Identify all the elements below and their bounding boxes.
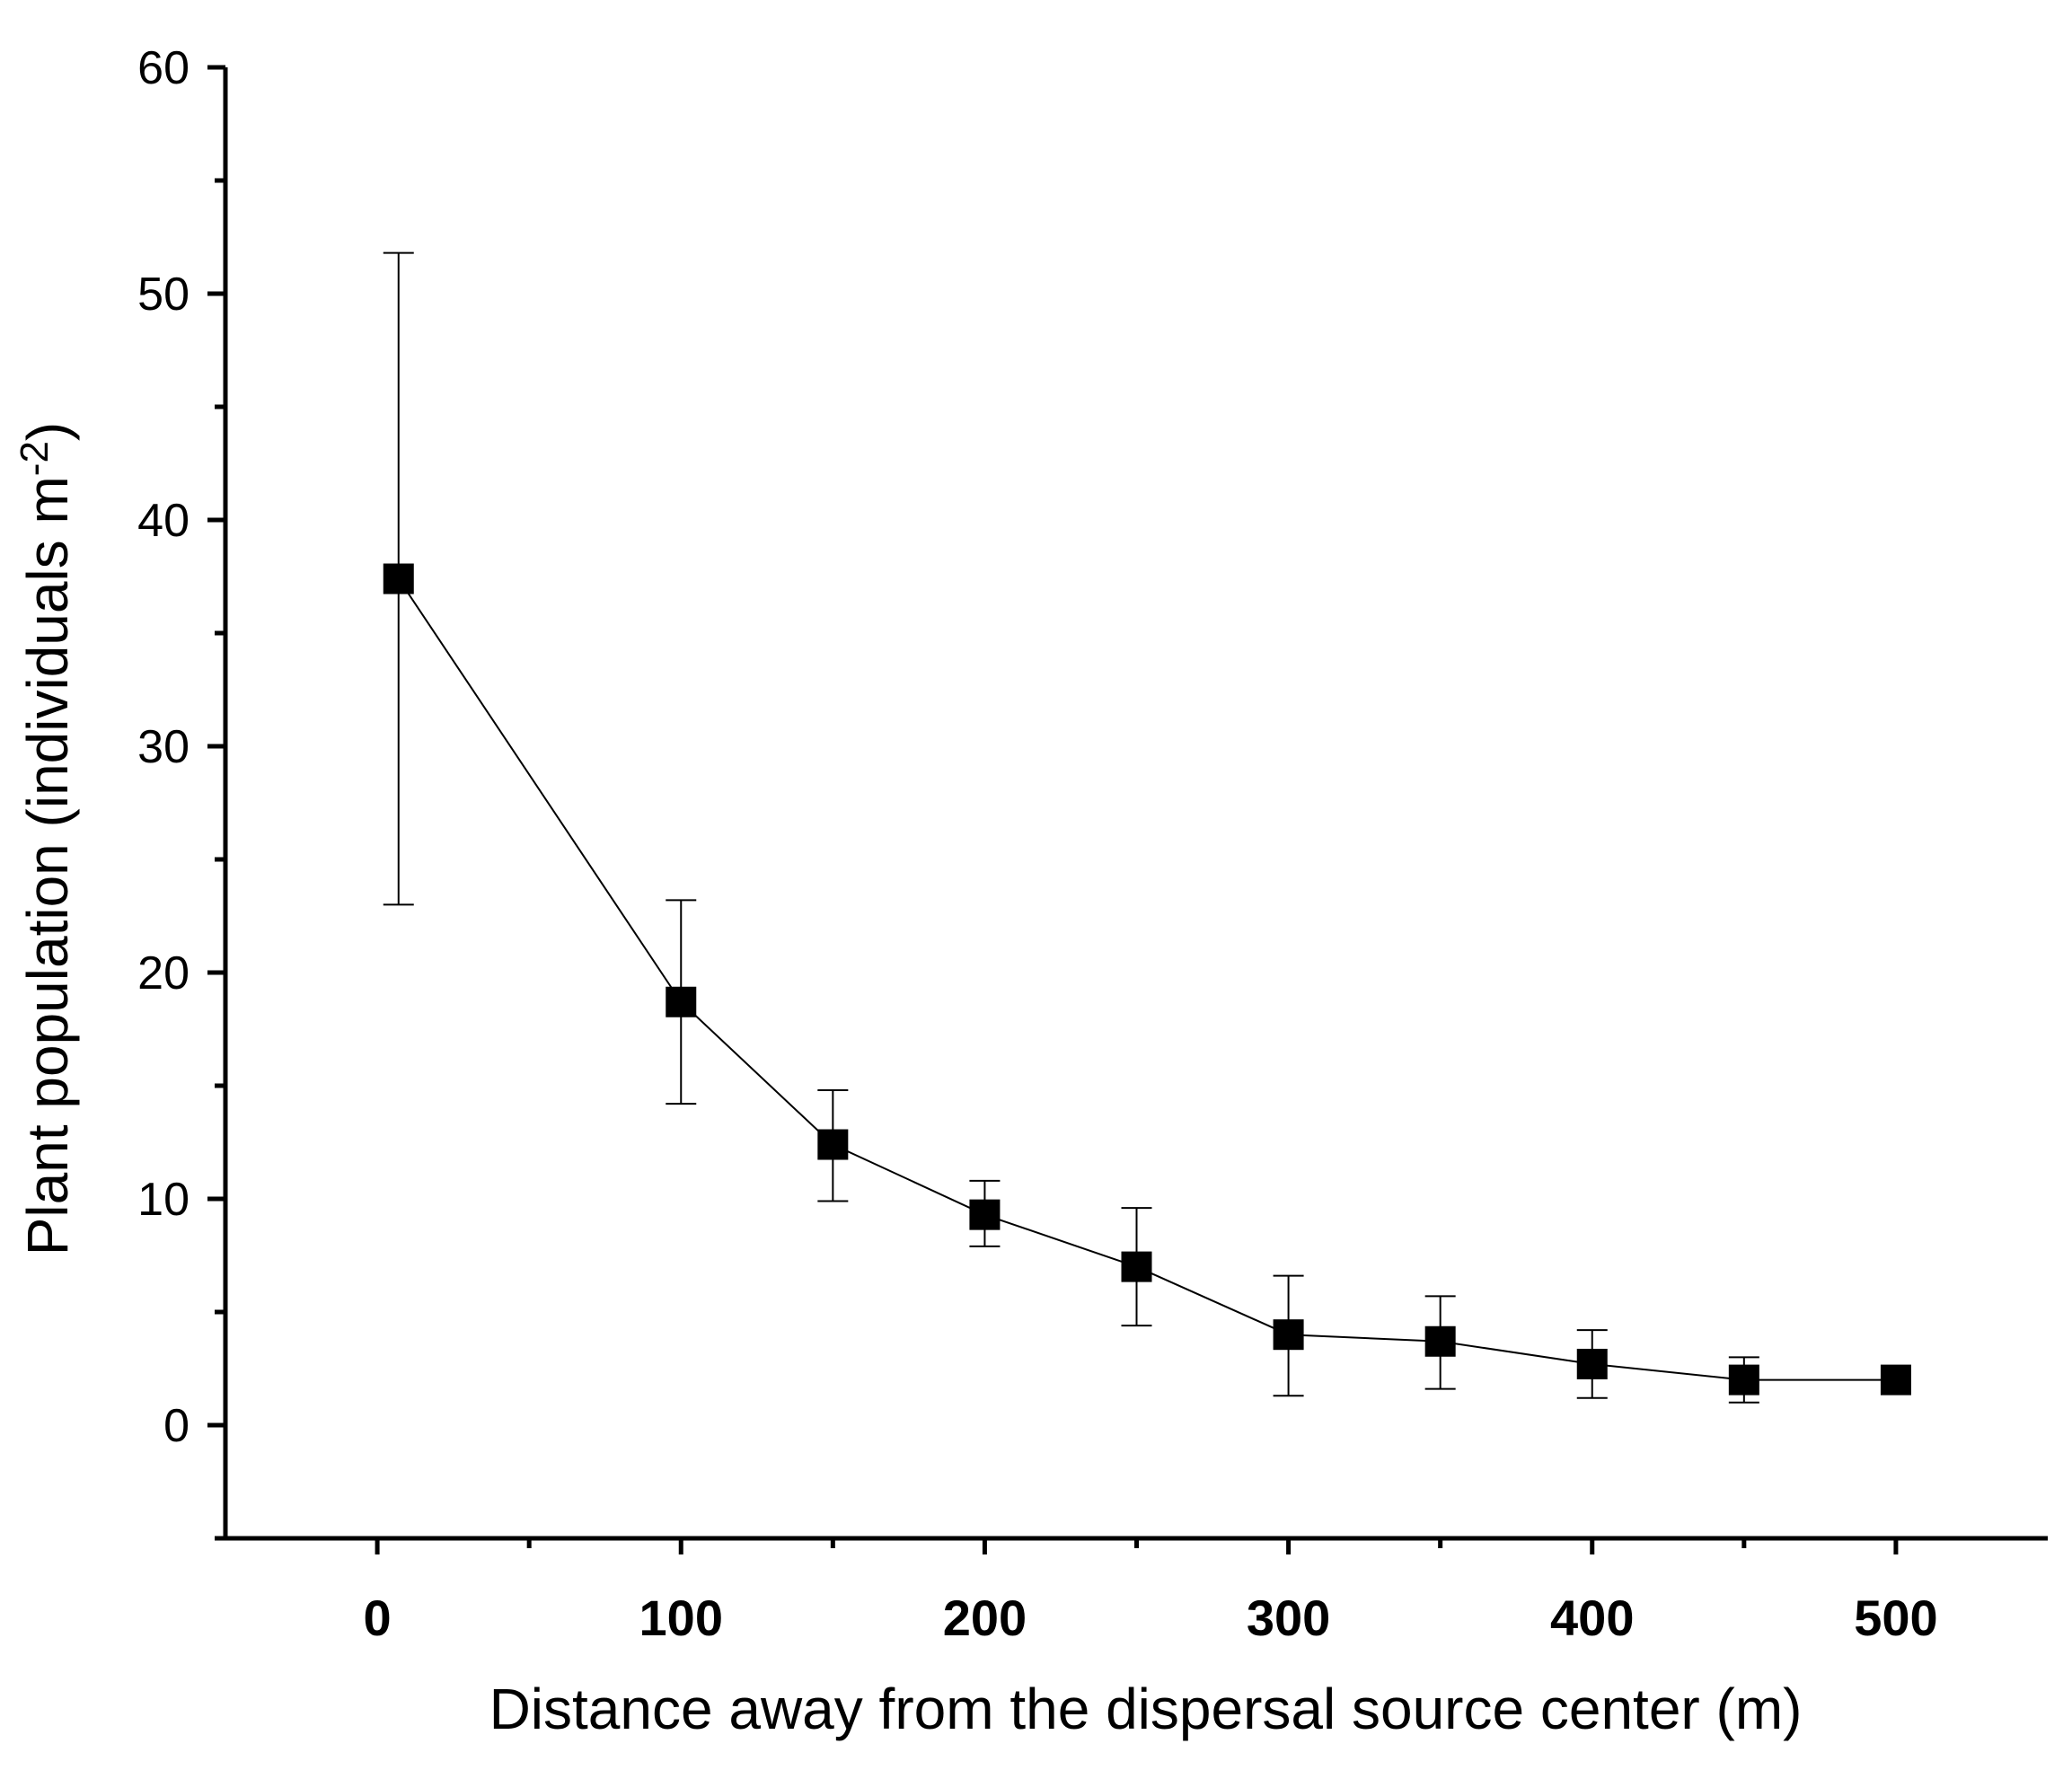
y-tick-label: 0 <box>163 1400 190 1452</box>
x-tick-label: 0 <box>364 1589 392 1646</box>
y-axis-ticks: 0 10 20 30 40 50 60 <box>137 42 225 1541</box>
data-point-marker <box>1880 1364 1911 1396</box>
data-series <box>383 251 1911 1404</box>
data-point-marker <box>1273 1319 1304 1351</box>
x-axis-title: Distance away from the dispersal source … <box>489 1677 1803 1741</box>
data-point-marker <box>969 1199 1001 1230</box>
data-point-marker <box>1424 1325 1456 1357</box>
y-axis-title-main: Plant population (individuals m <box>15 476 80 1255</box>
x-tick-label: 200 <box>943 1589 1027 1646</box>
y-tick-label: 30 <box>137 721 190 773</box>
x-tick-label: 100 <box>639 1589 723 1646</box>
series-line <box>397 577 1896 1381</box>
y-tick-label: 50 <box>137 269 190 321</box>
x-axis-ticks: 0 100 200 300 400 500 <box>364 1538 1938 1646</box>
y-axis-title-superscript: -2 <box>13 441 57 476</box>
data-point-marker <box>1576 1348 1608 1379</box>
data-point-marker <box>1728 1364 1759 1396</box>
x-tick-label: 500 <box>1854 1589 1937 1646</box>
data-point-marker <box>383 563 414 594</box>
data-point-marker <box>1121 1251 1152 1282</box>
x-tick-label: 300 <box>1247 1589 1330 1646</box>
y-tick-label: 40 <box>137 495 190 547</box>
data-point-marker <box>817 1129 849 1160</box>
y-axis-title-close: ) <box>15 422 80 441</box>
x-tick-label: 400 <box>1550 1589 1634 1646</box>
y-tick-label: 60 <box>137 42 190 94</box>
data-point-marker <box>666 986 697 1017</box>
y-tick-label: 10 <box>137 1174 190 1226</box>
y-tick-label: 20 <box>137 947 190 999</box>
y-axis-title: Plant population (individuals m-2) <box>13 422 80 1256</box>
